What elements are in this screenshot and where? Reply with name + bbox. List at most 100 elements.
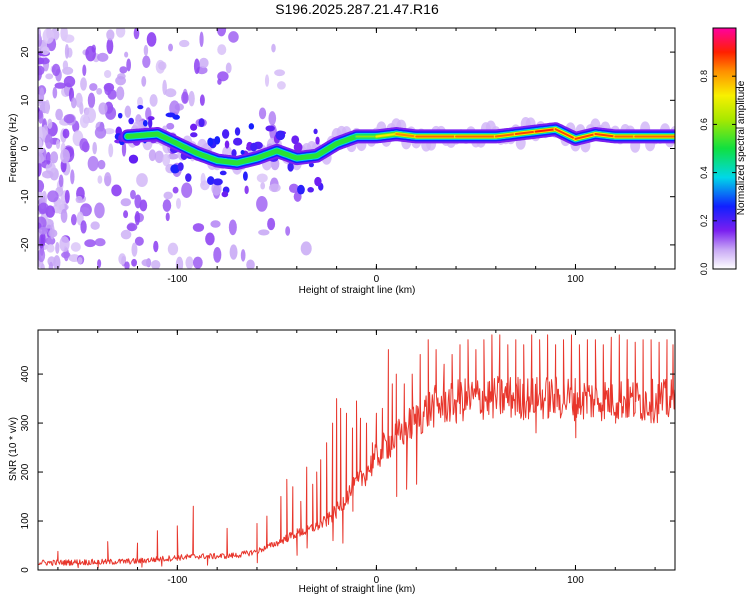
noise-blob xyxy=(87,155,99,172)
noise-blob xyxy=(44,99,50,115)
feature-blob xyxy=(308,162,314,168)
colorbar-tick-label: 0.8 xyxy=(699,70,709,83)
noise-blob xyxy=(62,128,70,139)
noise-blob xyxy=(158,61,167,71)
noise-blob xyxy=(40,263,45,269)
noise-blob xyxy=(111,184,122,197)
noise-blob xyxy=(89,83,98,91)
feature-blob xyxy=(207,137,214,147)
noise-blob xyxy=(178,39,190,48)
noise-blob xyxy=(38,66,43,81)
noise-blob xyxy=(181,91,189,104)
noise-blob xyxy=(94,202,105,219)
noise-blob xyxy=(55,241,60,254)
noise-blob xyxy=(59,236,70,252)
feature-blob xyxy=(233,137,243,146)
noise-blob xyxy=(162,153,171,167)
noise-blob xyxy=(62,60,69,71)
ridge-core xyxy=(574,133,597,140)
noise-blob xyxy=(45,73,54,80)
noise-blob xyxy=(124,105,132,118)
feature-blob xyxy=(315,136,320,145)
feature-blob xyxy=(165,112,176,118)
noise-blob xyxy=(38,28,42,41)
noise-blob xyxy=(143,44,149,56)
snr-y-tick-label: 0 xyxy=(20,567,31,573)
ridge-core xyxy=(375,133,398,138)
noise-blob xyxy=(47,118,53,130)
noise-blob xyxy=(63,34,75,43)
noise-blob xyxy=(130,189,136,200)
noise-blob xyxy=(166,122,175,130)
noise-blob xyxy=(97,175,103,184)
feature-blob xyxy=(207,176,215,185)
noise-blob xyxy=(38,110,44,124)
noise-blob xyxy=(70,169,75,185)
noise-blob xyxy=(199,94,205,106)
noise-blob xyxy=(63,114,75,124)
noise-blob xyxy=(268,183,281,193)
feature-blob xyxy=(170,164,180,174)
noise-blob xyxy=(246,259,255,269)
ridge-core xyxy=(395,133,418,138)
noise-blob xyxy=(38,179,45,193)
noise-blob xyxy=(168,43,173,52)
ridge-core xyxy=(494,133,517,138)
feature-blob xyxy=(307,187,314,193)
noise-blob xyxy=(85,45,96,62)
noise-blob xyxy=(181,182,193,198)
feature-blob xyxy=(234,127,241,136)
noise-blob xyxy=(188,90,195,107)
noise-blob xyxy=(229,244,238,260)
colorbar-ticks: 0.0 0.2 0.4 0.6 0.8 xyxy=(699,70,736,275)
feature-blob xyxy=(128,154,139,164)
noise-blob xyxy=(120,198,132,207)
noise-blob xyxy=(38,126,47,141)
noise-blob xyxy=(45,151,51,165)
noise-blob xyxy=(79,114,89,129)
feature-blob xyxy=(231,149,237,157)
noise-blob xyxy=(108,143,114,158)
feature-blob xyxy=(240,150,245,155)
snr-panel: -100 0 100 0 100 200 300 400 Height of straight… xyxy=(8,329,676,595)
noise-blob xyxy=(268,111,277,126)
noise-blob xyxy=(217,78,222,85)
noise-blob xyxy=(46,243,55,253)
colorbar-tick-label: 0.6 xyxy=(699,118,709,131)
noise-blob xyxy=(49,223,55,240)
noise-blob xyxy=(260,182,266,190)
feature-blob xyxy=(185,173,192,182)
noise-blob xyxy=(216,28,227,37)
noise-blob xyxy=(210,220,221,228)
noise-blob xyxy=(142,55,151,69)
snr-y-tick-label: 100 xyxy=(20,512,31,529)
noise-blob xyxy=(264,74,270,87)
noise-blob xyxy=(134,236,144,246)
noise-blob xyxy=(50,151,59,164)
noise-blob xyxy=(47,190,59,203)
colorbar: 0.0 0.2 0.4 0.6 0.8 Normalized spectral ampl… xyxy=(699,27,747,275)
noise-blob xyxy=(75,195,83,204)
noise-blob xyxy=(87,92,96,109)
noise-blob xyxy=(154,150,164,164)
chart-title: S196.2025.287.21.47.R16 xyxy=(275,1,439,17)
noise-blob xyxy=(148,149,157,162)
feature-blob xyxy=(221,129,230,139)
snr-y-tick-label: 300 xyxy=(20,414,31,431)
colorbar-label: Normalized spectral amplitude xyxy=(736,80,747,215)
spectrogram-y-label: Frequency (Hz) xyxy=(8,114,19,183)
noise-blob xyxy=(285,226,291,236)
noise-blob xyxy=(79,138,89,151)
spectrogram-x-tick-label: 0 xyxy=(374,274,380,285)
noise-blob xyxy=(225,62,232,74)
noise-blob xyxy=(124,51,129,58)
noise-blob xyxy=(162,199,172,212)
noise-blob xyxy=(274,69,286,77)
noise-blob xyxy=(164,88,177,98)
noise-blob xyxy=(70,97,77,109)
noise-blob xyxy=(42,28,55,44)
feature-blob xyxy=(244,185,249,195)
noise-blob xyxy=(39,234,44,249)
noise-blob xyxy=(41,170,54,179)
